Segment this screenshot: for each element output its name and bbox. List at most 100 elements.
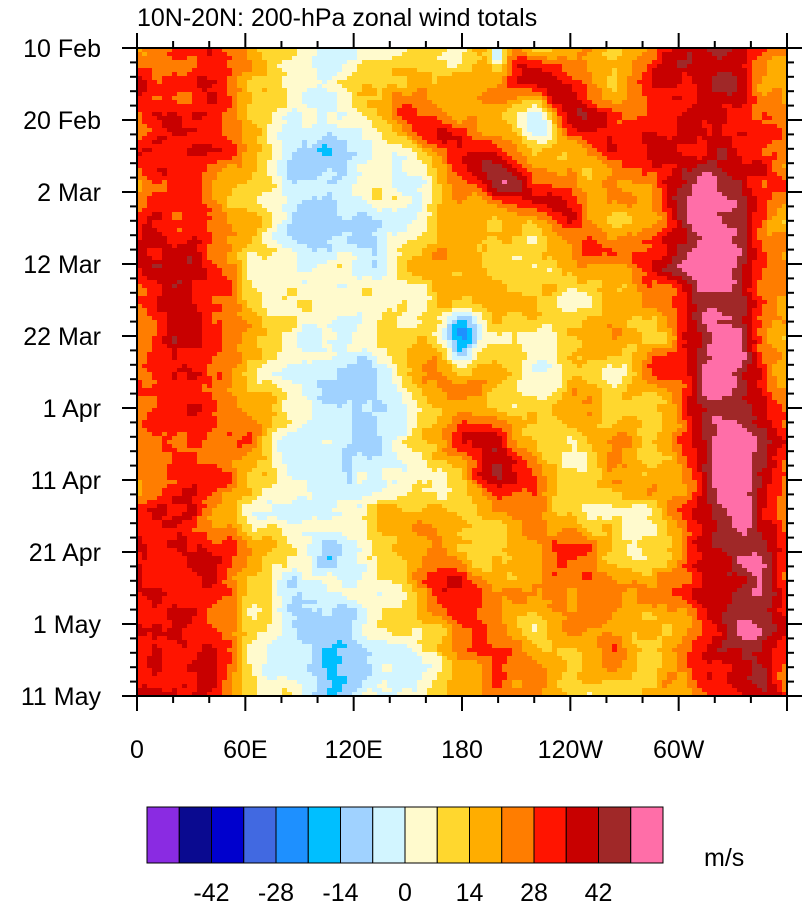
heatmap-cell xyxy=(612,524,623,529)
heatmap-cell xyxy=(652,224,668,229)
heatmap-cell xyxy=(252,120,273,125)
heatmap-cell xyxy=(662,196,668,201)
heatmap-cell xyxy=(137,356,148,361)
heatmap-cell xyxy=(287,580,298,585)
heatmap-cell xyxy=(707,144,733,149)
heatmap-cell xyxy=(777,500,788,505)
heatmap-cell xyxy=(462,436,503,441)
heatmap-cell xyxy=(407,172,428,177)
heatmap-cell xyxy=(672,552,683,557)
heatmap-cell xyxy=(567,132,643,137)
heatmap-cell xyxy=(392,164,403,169)
heatmap-cell xyxy=(267,88,288,93)
heatmap-cell xyxy=(227,484,238,489)
heatmap-cell xyxy=(772,116,788,121)
heatmap-cell xyxy=(447,444,453,449)
heatmap-cell xyxy=(702,468,713,473)
heatmap-cell xyxy=(772,372,788,377)
heatmap-cell xyxy=(422,232,438,237)
heatmap-cell xyxy=(772,616,788,621)
heatmap-cell xyxy=(707,352,748,357)
heatmap-cell xyxy=(617,236,653,241)
heatmap-cell xyxy=(272,176,283,181)
heatmap-cell xyxy=(722,616,773,621)
heatmap-cell xyxy=(302,520,368,525)
heatmap-cell xyxy=(207,76,228,81)
heatmap-cell xyxy=(517,116,528,121)
heatmap-cell xyxy=(217,264,238,269)
heatmap-cell xyxy=(217,564,233,569)
heatmap-cell xyxy=(257,372,273,377)
heatmap-cell xyxy=(582,432,618,437)
heatmap-cell xyxy=(522,292,543,297)
heatmap-cell xyxy=(682,172,703,177)
heatmap-cell xyxy=(207,220,228,225)
heatmap-cell xyxy=(777,508,788,513)
heatmap-cell xyxy=(142,48,173,53)
heatmap-cell xyxy=(597,464,608,469)
heatmap-cell xyxy=(137,104,233,109)
heatmap-cell xyxy=(422,364,438,369)
heatmap-cell xyxy=(702,464,713,469)
heatmap-cell xyxy=(747,336,753,341)
heatmap-cell xyxy=(677,332,683,337)
heatmap-cell xyxy=(352,104,368,109)
heatmap-cell xyxy=(197,412,213,417)
heatmap-cell xyxy=(337,252,353,257)
heatmap-cell xyxy=(567,120,608,125)
heatmap-cell xyxy=(272,220,283,225)
heatmap-cell xyxy=(287,556,313,561)
heatmap-cell xyxy=(347,476,353,481)
heatmap-cell xyxy=(657,444,673,449)
heatmap-cell xyxy=(352,408,363,413)
heatmap-cell xyxy=(212,356,243,361)
heatmap-cell xyxy=(187,440,203,445)
heatmap-cell xyxy=(642,136,668,141)
heatmap-cell xyxy=(387,244,403,249)
heatmap-cell xyxy=(262,316,298,321)
heatmap-cell xyxy=(217,176,253,181)
heatmap-cell xyxy=(347,148,373,153)
heatmap-cell xyxy=(732,596,773,601)
heatmap-cell xyxy=(712,532,743,537)
heatmap-cell xyxy=(157,504,168,509)
heatmap-cell xyxy=(247,560,263,565)
heatmap-cell xyxy=(447,156,463,161)
heatmap-cell xyxy=(492,316,503,321)
heatmap-cell xyxy=(427,172,438,177)
heatmap-cell xyxy=(137,596,148,601)
heatmap-cell xyxy=(697,288,733,293)
heatmap-cell xyxy=(337,264,343,269)
heatmap-cell xyxy=(347,76,408,81)
heatmap-cell xyxy=(247,264,298,269)
heatmap-cell xyxy=(482,460,518,465)
heatmap-cell xyxy=(577,52,588,57)
heatmap-cell xyxy=(257,440,263,445)
heatmap-cell xyxy=(532,48,553,53)
heatmap-cell xyxy=(672,96,683,101)
heatmap-cell xyxy=(632,260,653,265)
heatmap-cell xyxy=(707,484,713,489)
heatmap-cell xyxy=(292,248,313,253)
heatmap-cell xyxy=(327,112,338,117)
heatmap-cell xyxy=(367,528,378,533)
heatmap-cell xyxy=(737,624,758,629)
heatmap-cell xyxy=(642,168,673,173)
heatmap-cell xyxy=(247,516,258,521)
heatmap-cell xyxy=(392,440,403,445)
heatmap-cell xyxy=(232,480,238,485)
heatmap-cell xyxy=(377,524,413,529)
heatmap-cell xyxy=(162,232,213,237)
heatmap-cell xyxy=(252,416,273,421)
heatmap-cell xyxy=(147,428,213,433)
heatmap-cell xyxy=(452,440,463,445)
heatmap-cell xyxy=(462,536,508,541)
heatmap-cell xyxy=(727,92,733,97)
heatmap-cell xyxy=(757,348,778,353)
heatmap-cell xyxy=(227,576,233,581)
heatmap-cell xyxy=(697,384,703,389)
heatmap-cell xyxy=(747,576,758,581)
heatmap-cell xyxy=(577,212,583,217)
heatmap-cell xyxy=(677,116,728,121)
heatmap-cell xyxy=(482,620,503,625)
